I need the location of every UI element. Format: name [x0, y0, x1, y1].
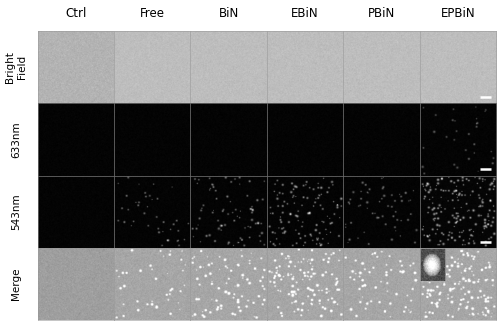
Text: 543nm: 543nm — [11, 193, 21, 230]
Text: EPBiN: EPBiN — [440, 7, 475, 20]
Text: Merge: Merge — [11, 268, 21, 300]
Text: PBiN: PBiN — [368, 7, 395, 20]
Text: 633nm: 633nm — [11, 121, 21, 158]
Text: EBiN: EBiN — [291, 7, 319, 20]
Text: Bright
Field: Bright Field — [5, 51, 26, 83]
Text: Free: Free — [140, 7, 164, 20]
Text: BiN: BiN — [218, 7, 238, 20]
Text: Ctrl: Ctrl — [65, 7, 86, 20]
